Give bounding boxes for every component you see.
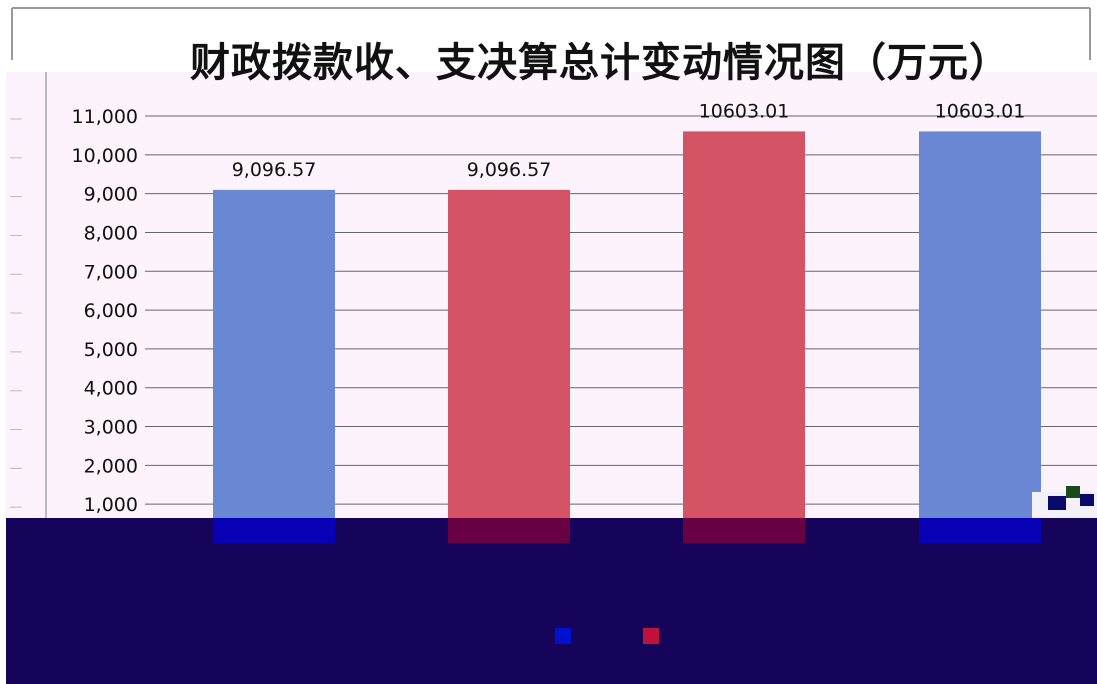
bar [448,189,570,543]
artifact-block [1066,486,1080,498]
legend-swatch [555,628,571,644]
occluded-bottom-band [6,518,1097,684]
bar-base [919,518,1041,543]
occluded-bar-bases [213,518,1041,543]
bar [919,131,1041,543]
artifact-block [1048,496,1066,510]
y-tick-label: 6,000 [84,300,138,322]
y-tick-label: 11,000 [72,106,138,128]
y-tick-label: 7,000 [84,261,138,283]
y-tick-label: 3,000 [84,417,138,439]
data-label: 9,096.57 [232,159,317,181]
legend-swatch [643,628,659,644]
data-label: 10603.01 [699,100,790,122]
bar-base [683,518,805,543]
bar [213,189,335,543]
y-tick-label: 8,000 [84,222,138,244]
data-label: 9,096.57 [467,159,552,181]
data-label: 10603.01 [935,100,1026,122]
legend [555,628,659,644]
data-labels: 9,096.57 9,096.57 10603.01 10603.01 [232,100,1026,180]
y-tick-labels: 1,000 2,000 3,000 4,000 5,000 6,000 7,000 8,000… [72,106,138,516]
bars [213,131,1041,543]
y-tick-label: 9,000 [84,184,138,206]
y-tick-label: 2,000 [84,455,138,477]
y-tick-label: 5,000 [84,339,138,361]
y-tick-label: 10,000 [72,145,138,167]
y-tick-label: 4,000 [84,378,138,400]
bar-base [213,518,335,543]
bar-base [448,518,570,543]
bar [683,131,805,543]
chart-title: 财政拨款收、支决算总计变动情况图（万元） [190,39,1010,86]
outer-tick-marks [10,118,22,508]
artifact-block [1080,494,1094,506]
y-tick-label: 1,000 [84,494,138,516]
